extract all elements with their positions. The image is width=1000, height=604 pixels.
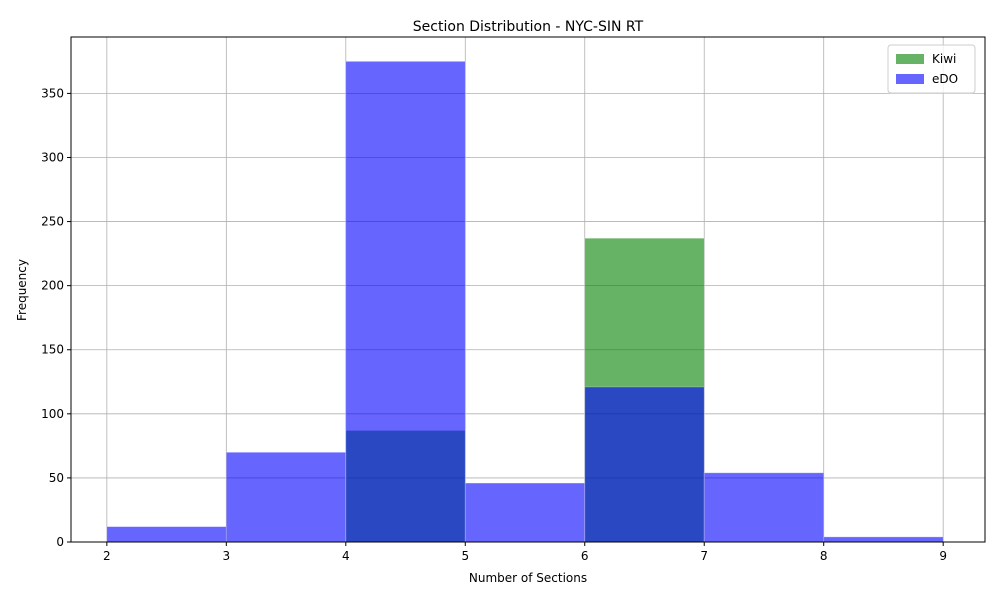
bar-edo-2 (106, 526, 227, 543)
legend-label-kiwi: Kiwi (932, 52, 956, 66)
x-tick-label: 3 (222, 549, 230, 563)
y-tick-label: 200 (41, 279, 64, 293)
bar-edo-4 (345, 60, 466, 543)
chart-title: Section Distribution - NYC-SIN RT (413, 19, 644, 35)
grid (71, 37, 985, 543)
y-tick-label: 350 (41, 86, 64, 100)
y-tick-label: 300 (41, 150, 64, 164)
y-tick-label: 0 (56, 535, 64, 549)
plot-frame (70, 36, 986, 543)
y-tick-label: 50 (49, 471, 64, 485)
x-tick-label: 7 (700, 549, 708, 563)
x-axis-label: Number of Sections (469, 571, 587, 585)
bar-edo-8 (823, 536, 944, 543)
y-axis-label: Frequency (15, 259, 29, 321)
y-tick-label: 100 (41, 407, 64, 421)
legend-label-edo: eDO (932, 72, 958, 86)
y-tick-label: 150 (41, 343, 64, 357)
x-tick-label: 6 (581, 549, 589, 563)
y-tick-label: 250 (41, 215, 64, 229)
legend-swatch-edo (896, 74, 924, 84)
legend: Kiwi eDO (887, 44, 976, 94)
bars (106, 60, 944, 543)
bar-edo-5 (464, 482, 586, 543)
bar-edo-3 (225, 451, 347, 543)
x-tick-label: 4 (342, 549, 350, 563)
bar-edo-6 (584, 386, 705, 543)
legend-swatch-kiwi (896, 54, 924, 64)
x-tick-label: 2 (103, 549, 111, 563)
x-tick-label: 5 (461, 549, 469, 563)
x-tick-label: 8 (820, 549, 828, 563)
bar-edo-7 (703, 472, 825, 543)
ticks: 2 3 4 5 6 7 8 9 0 50 100 150 200 250 300 350 (41, 86, 947, 563)
axes (70, 36, 986, 543)
x-tick-label: 9 (939, 549, 947, 563)
